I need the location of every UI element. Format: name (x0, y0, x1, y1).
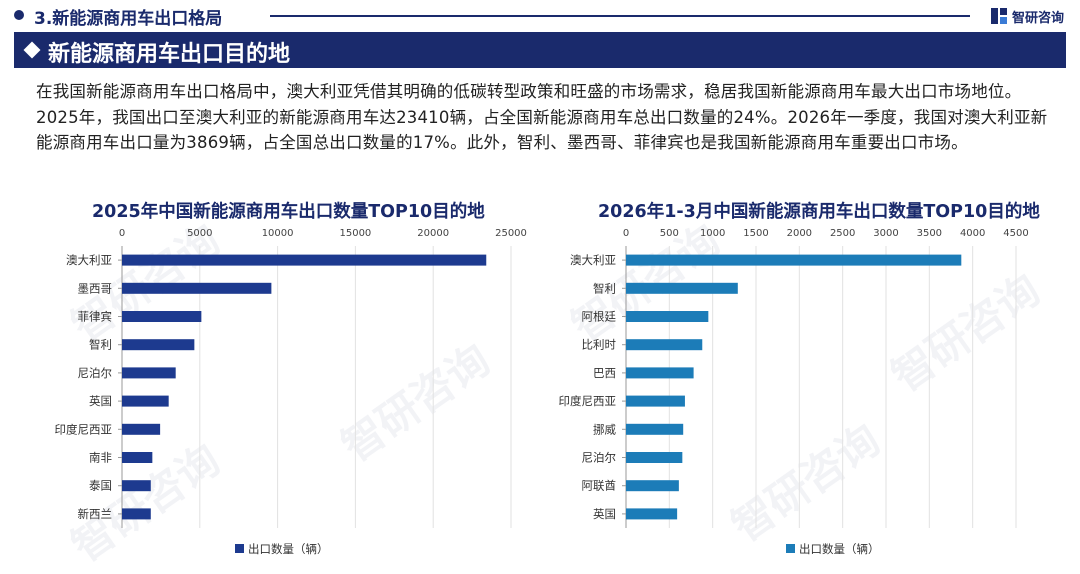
x-tick-label: 0 (119, 228, 125, 239)
x-tick-label: 3000 (873, 228, 898, 239)
logo-icon (991, 8, 1007, 24)
x-tick-label: 10000 (262, 228, 294, 239)
category-label: 泰国 (89, 479, 112, 493)
intro-paragraph: 在我国新能源商用车出口格局中，澳大利亚凭借其明确的低碳转型政策和旺盛的市场需求，… (36, 82, 1048, 152)
category-label: 智利 (593, 281, 616, 295)
diamond-icon (23, 41, 41, 59)
category-label: 南非 (89, 451, 112, 465)
x-tick-label: 5000 (187, 228, 212, 239)
category-label: 英国 (89, 394, 112, 408)
bar (122, 339, 195, 351)
section-title: 3.新能源商用车出口格局 (34, 9, 223, 29)
bar (626, 254, 962, 266)
chart-title-2025: 2025年中国新能源商用车出口数量TOP10目的地 (92, 202, 485, 222)
chart-2025-top10: 0 5000 10000 15000 20000 25000 澳大利亚墨西哥菲律宾智利尼泊尔… (55, 228, 527, 556)
category-label: 英国 (593, 507, 616, 521)
title-banner: 新能源商用车出口目的地 (14, 32, 1066, 68)
bar (122, 311, 202, 322)
section-header: 3.新能源商用车出口格局 智研咨询 (0, 0, 1080, 32)
x-tick-label: 4500 (1003, 228, 1028, 239)
category-label: 比利时 (582, 338, 617, 352)
legend-swatch (235, 544, 244, 553)
x-tick-label: 20000 (417, 228, 449, 239)
category-label: 澳大利亚 (66, 253, 112, 267)
category-label: 新西兰 (78, 507, 113, 521)
category-label: 阿联酋 (582, 479, 617, 493)
x-tick-label: 1000 (700, 228, 725, 239)
x-tick-label: 2000 (787, 228, 812, 239)
bar (122, 423, 161, 435)
bar (122, 395, 169, 407)
category-label: 墨西哥 (78, 281, 113, 295)
x-tick-label: 15000 (339, 228, 371, 239)
bar (626, 367, 694, 379)
bar (122, 508, 151, 520)
bullet-icon (14, 10, 24, 20)
bar (122, 282, 272, 294)
legend-label: 出口数量（辆） (248, 542, 329, 556)
x-tick-label: 500 (660, 228, 679, 239)
bar (122, 452, 153, 463)
category-label: 巴西 (593, 366, 616, 380)
category-label: 印度尼西亚 (559, 394, 617, 408)
x-tick-label: 0 (623, 228, 629, 239)
x-tick-label: 1500 (743, 228, 768, 239)
category-label: 菲律宾 (78, 310, 113, 324)
bar (626, 480, 679, 492)
category-label: 印度尼西亚 (55, 422, 113, 436)
legend-swatch (786, 544, 795, 553)
x-tick-label: 25000 (495, 228, 527, 239)
bar (626, 423, 684, 435)
bar (626, 395, 685, 407)
legend-label: 出口数量（辆） (799, 542, 880, 556)
category-label: 澳大利亚 (570, 253, 616, 267)
bar (626, 339, 703, 351)
x-tick-label: 4000 (960, 228, 985, 239)
bar (122, 480, 151, 492)
bar (626, 282, 738, 294)
header-rule (270, 15, 970, 17)
x-tick-label: 3500 (917, 228, 942, 239)
bar (626, 311, 709, 322)
category-label: 尼泊尔 (582, 451, 617, 465)
category-label: 尼泊尔 (78, 366, 113, 380)
category-label: 阿根廷 (582, 310, 617, 324)
category-label: 智利 (89, 338, 112, 352)
logo-text: 智研咨询 (1012, 10, 1065, 26)
bar (122, 367, 176, 379)
bar (626, 452, 683, 463)
bar (122, 254, 487, 266)
bar (626, 508, 678, 520)
logo: 智研咨询 (990, 5, 1064, 27)
category-label: 挪威 (593, 422, 616, 436)
x-tick-label: 2500 (830, 228, 855, 239)
chart-2026q1-top10: 0 500 1000 1500 2000 2500 3000 3500 4000 4500 澳大利亚… (559, 228, 1029, 556)
page-title: 新能源商用车出口目的地 (48, 42, 291, 67)
chart-title-2026q1: 2026年1-3月中国新能源商用车出口数量TOP10目的地 (598, 202, 1040, 222)
